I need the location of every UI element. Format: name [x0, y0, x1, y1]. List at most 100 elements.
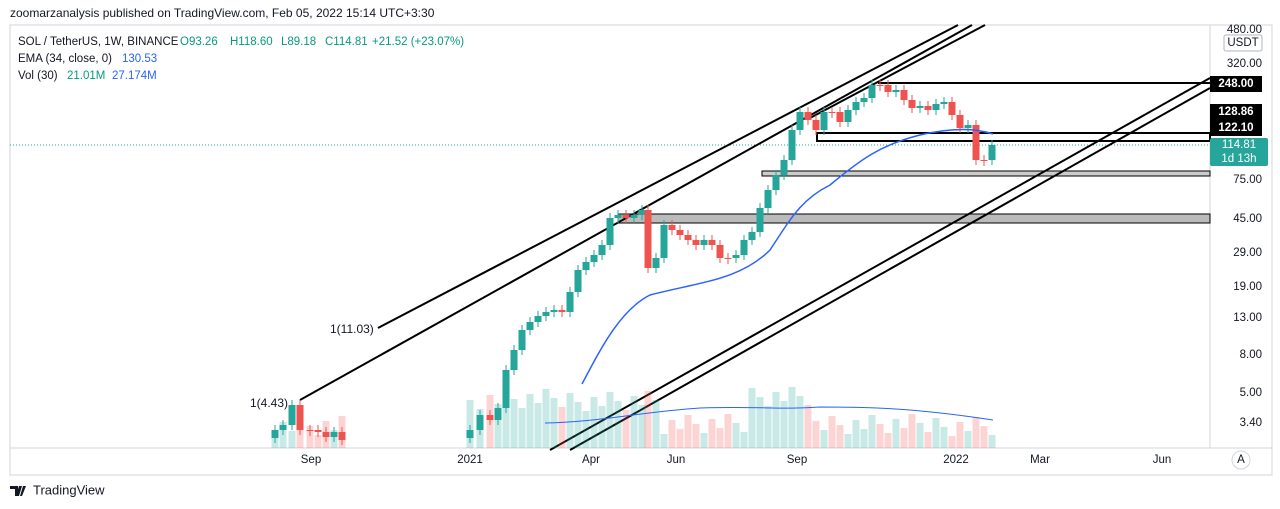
volume-bar [948, 436, 956, 448]
countdown: 1d 13h [1221, 153, 1256, 165]
volume-bar [724, 414, 732, 448]
candle-body [876, 85, 884, 86]
volume-bar [676, 429, 684, 448]
candle-body [590, 255, 598, 262]
candle-body [924, 106, 932, 110]
price-label: 5.00 [1240, 387, 1262, 399]
currency-box [1223, 34, 1263, 52]
volume-bar [716, 428, 724, 448]
candle-body [288, 405, 296, 425]
candle-body [900, 90, 908, 100]
candle-body [502, 370, 510, 408]
volume-ma [544, 406, 994, 424]
publisher: zoomarzanalysis published on TradingView… [10, 6, 435, 20]
volume-bar [684, 415, 692, 448]
volume-bar [828, 416, 836, 448]
vol-value: 21.01M [67, 70, 105, 82]
price-label: 8.00 [1240, 349, 1262, 361]
auto-scale-button[interactable] [1231, 450, 1251, 470]
candle-body [668, 225, 676, 230]
volume-bar [868, 415, 876, 448]
candle-body [700, 240, 708, 245]
volume-bar [668, 420, 676, 448]
candle-body [476, 415, 484, 430]
candle-body [466, 430, 474, 438]
volume-bar [660, 434, 668, 448]
volume-bar [518, 408, 526, 448]
volume-bar [644, 391, 652, 448]
volume-bar [884, 433, 892, 448]
price-marker-box [1210, 120, 1262, 136]
price-label: 45.00 [1233, 213, 1262, 225]
channel-line [377, 24, 959, 329]
candle-body [534, 316, 542, 322]
price-label: 320.00 [1227, 58, 1262, 70]
volume-bar [892, 419, 900, 448]
ema-value: 130.53 [122, 53, 157, 65]
candle-body [732, 255, 740, 258]
ema-line [581, 128, 994, 385]
candle-body [271, 430, 279, 438]
price-label: 3.40 [1240, 417, 1262, 429]
volume-bar [566, 393, 574, 448]
volume-bar [306, 426, 314, 448]
currency: USDT [1227, 37, 1258, 49]
candle-body [884, 85, 892, 92]
candle-body [684, 235, 692, 240]
candle-body [980, 160, 988, 161]
volume-bar [820, 430, 828, 448]
chart-area [10, 24, 1211, 451]
candle-body [772, 175, 780, 190]
candle-body [279, 425, 287, 430]
candle-body [550, 310, 558, 312]
volume-bar [606, 392, 614, 448]
volume-bar [836, 425, 844, 448]
legend: SOL / TetherUS, 1W, BINANCE O93.26 H118.… [18, 36, 464, 82]
candle-body [916, 106, 924, 108]
zone [617, 213, 1211, 224]
last-price: 114.81 [1222, 139, 1256, 151]
candle-body [606, 218, 614, 245]
candle-body [296, 405, 304, 430]
volume-bar [780, 401, 788, 448]
volume-bar [630, 396, 638, 448]
candle-body [972, 125, 980, 160]
price-label: 19.00 [1233, 281, 1262, 293]
price-marker-box [1210, 76, 1262, 92]
volume-bar [700, 433, 708, 448]
volume-bar [542, 389, 550, 448]
candle-body [652, 258, 660, 268]
candle-body [780, 160, 788, 175]
time-label: Sep [301, 454, 321, 466]
volume-bar [732, 423, 740, 448]
price-marker: 128.86 [1218, 106, 1253, 118]
zone [816, 132, 1211, 142]
candle-body [956, 115, 964, 128]
candle-body [740, 240, 748, 255]
volume-bar [598, 406, 606, 448]
brand: TradingView [33, 482, 105, 497]
candle-body [494, 408, 502, 420]
candle-body [708, 240, 716, 245]
volume-bar [772, 392, 780, 448]
ohlc-close: C114.81 [325, 36, 368, 48]
ohlc-change: +21.52 (+23.07%) [372, 36, 464, 48]
time-axis: A Sep 2021 Apr Jun Sep 2022 Mar Jun [301, 450, 1251, 470]
price-label: 29.00 [1233, 247, 1262, 259]
vol-name: Vol (30) [18, 70, 58, 82]
logo [10, 486, 26, 496]
candle-body [518, 330, 526, 350]
candle-body [716, 245, 724, 258]
auto-scale[interactable]: A [1237, 454, 1245, 466]
candle-body [526, 322, 534, 330]
volume-bar [510, 399, 518, 448]
volume-bar [314, 435, 322, 448]
candle-body [676, 230, 684, 235]
volume-bar [502, 390, 510, 448]
candle-body [644, 210, 652, 268]
volume-bar [916, 423, 924, 448]
candle-body [796, 112, 804, 130]
candle-body [614, 215, 622, 218]
volume-bar [940, 427, 948, 448]
